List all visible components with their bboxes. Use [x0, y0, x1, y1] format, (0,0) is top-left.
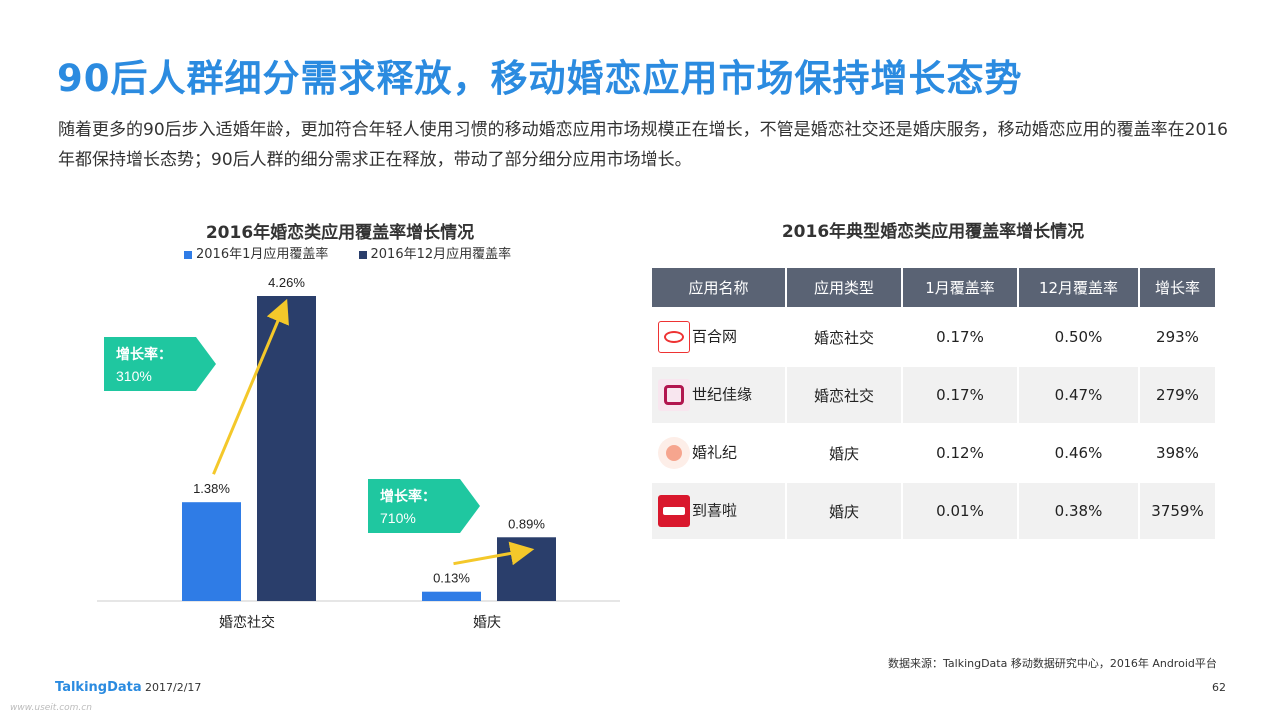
app-name-cell: 婚礼纪: [652, 423, 787, 482]
data-label: 4.26%: [268, 275, 305, 290]
table-title: 2016年典型婚恋类应用覆盖率增长情况: [781, 222, 1085, 242]
col-dec-coverage: 12月覆盖率: [1018, 268, 1140, 308]
data-label: 0.13%: [433, 571, 470, 586]
app-type: 婚庆: [786, 423, 903, 482]
growth-rate: 398%: [1139, 423, 1215, 482]
baihe-app-icon: [658, 321, 690, 353]
col-app-type: 应用类型: [786, 268, 903, 308]
table-row: 到喜啦 婚庆 0.01% 0.38% 3759%: [652, 481, 1215, 539]
app-type: 婚恋社交: [786, 307, 903, 366]
app-name: 婚礼纪: [692, 443, 738, 462]
intro-paragraph: 随着更多的90后步入适婚年龄，更加符合年轻人使用习惯的移动婚恋应用市场规模正在增…: [58, 120, 1228, 170]
page-number: 62: [1212, 681, 1226, 694]
col-jan-coverage: 1月覆盖率: [902, 268, 1019, 308]
jiayuan-app-icon: [658, 379, 690, 411]
data-source-note: 数据来源：TalkingData 移动数据研究中心，2016年 Android平…: [888, 657, 1217, 670]
bar-jan: [182, 502, 241, 601]
dec-coverage: 0.50%: [1018, 307, 1140, 366]
legend-item-jan: 2016年1月应用覆盖率: [184, 243, 328, 262]
legend-label-dec: 2016年12月应用覆盖率: [370, 247, 512, 262]
category-label: 婚恋社交: [219, 614, 275, 630]
jan-coverage: 0.12%: [902, 423, 1019, 482]
growth-arrow: [212, 298, 289, 475]
legend-swatch-jan: [184, 250, 192, 259]
coverage-bar-chart: 1.38% 4.26% 婚恋社交 0.13% 0.89% 婚庆 增长率： 310% 增长率： 71…: [97, 275, 620, 630]
table-row: 婚礼纪 婚庆 0.12% 0.46% 398%: [652, 423, 1215, 482]
growth-callout: [368, 479, 480, 533]
growth-rate: 3759%: [1139, 481, 1215, 539]
app-name-cell: 到喜啦: [652, 481, 787, 539]
chart-title: 2016年婚恋类应用覆盖率增长情况: [205, 223, 475, 243]
dec-coverage: 0.46%: [1018, 423, 1140, 482]
chart-legend: 2016年1月应用覆盖率 2016年12月应用覆盖率: [184, 243, 537, 262]
jan-coverage: 0.01%: [902, 481, 1019, 539]
bar-dec: [257, 296, 316, 601]
dec-coverage: 0.47%: [1018, 365, 1140, 424]
app-name: 百合网: [692, 327, 738, 346]
watermark: www.useit.com.cn: [10, 703, 92, 713]
app-type: 婚庆: [786, 481, 903, 539]
daoxila-app-icon: [658, 495, 690, 527]
category-label: 婚庆: [473, 614, 501, 630]
report-date: 2017/2/17: [145, 681, 202, 694]
jan-coverage: 0.17%: [902, 307, 1019, 366]
legend-swatch-dec: [358, 250, 367, 259]
data-label: 0.89%: [508, 516, 545, 531]
hunliji-app-icon: [658, 437, 690, 469]
brand-logo: TalkingData: [55, 680, 142, 695]
growth-callout-label: 增长率：: [380, 488, 436, 504]
app-name-cell: 世纪佳缘: [652, 365, 787, 424]
table-row: 百合网 婚恋社交 0.17% 0.50% 293%: [652, 307, 1215, 366]
jan-coverage: 0.17%: [902, 365, 1019, 424]
bar-dec: [497, 537, 556, 601]
app-name-cell: 百合网: [652, 307, 787, 366]
page-title: 90后人群细分需求释放，移动婚恋应用市场保持增长态势: [57, 57, 1023, 100]
growth-callout-value: 310%: [116, 368, 152, 384]
data-label: 1.38%: [193, 481, 230, 496]
app-name: 世纪佳缘: [692, 385, 753, 404]
growth-callout-value: 710%: [380, 510, 416, 526]
growth-arrow: [453, 541, 535, 566]
app-coverage-table: 应用名称 应用类型 1月覆盖率 12月覆盖率 增长率 百合网 婚恋社交 0.17…: [652, 268, 1215, 539]
bar-jan: [422, 591, 481, 601]
growth-callout: [104, 337, 216, 391]
growth-rate: 293%: [1139, 307, 1215, 366]
app-type: 婚恋社交: [786, 365, 903, 424]
dec-coverage: 0.38%: [1018, 481, 1140, 539]
growth-callout-label: 增长率：: [116, 346, 172, 362]
app-name: 到喜啦: [692, 501, 738, 520]
table-header-row: 应用名称 应用类型 1月覆盖率 12月覆盖率 增长率: [652, 268, 1215, 308]
col-app-name: 应用名称: [652, 268, 787, 308]
legend-label-jan: 2016年1月应用覆盖率: [196, 247, 329, 262]
legend-item-dec: 2016年12月应用覆盖率: [358, 243, 512, 262]
table-row: 世纪佳缘 婚恋社交 0.17% 0.47% 279%: [652, 365, 1215, 424]
growth-rate: 279%: [1139, 365, 1215, 424]
col-growth: 增长率: [1139, 268, 1215, 308]
